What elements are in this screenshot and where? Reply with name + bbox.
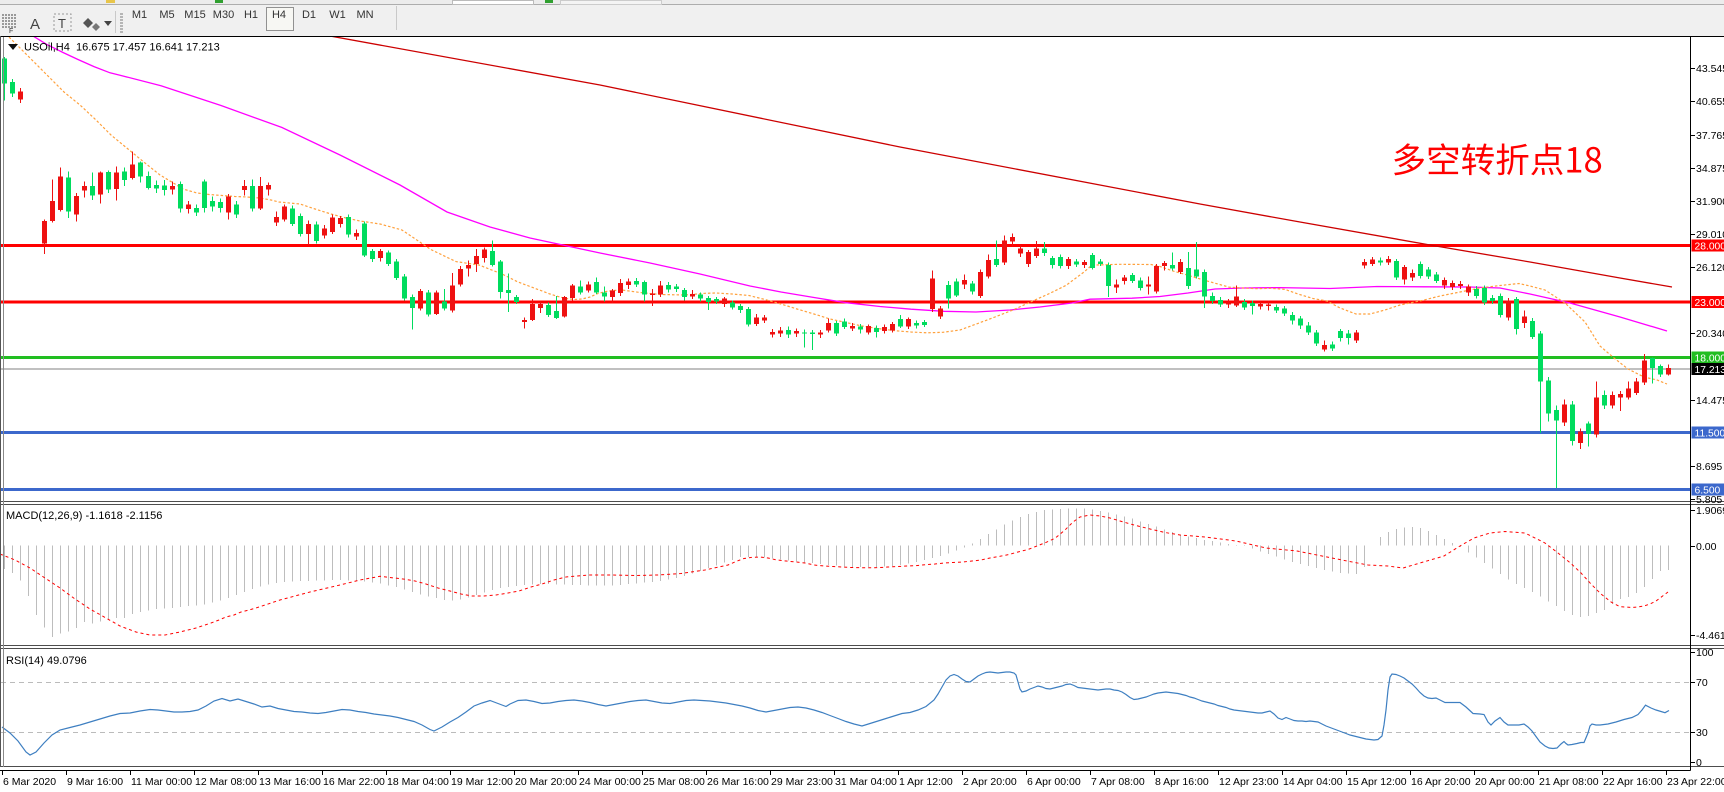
svg-text:29.010: 29.010 bbox=[1696, 229, 1724, 241]
svg-text:12 Apr 23:00: 12 Apr 23:00 bbox=[1219, 776, 1279, 788]
svg-text:A: A bbox=[30, 16, 40, 33]
svg-text:37.765: 37.765 bbox=[1696, 130, 1724, 142]
svg-text:1 Apr 12:00: 1 Apr 12:00 bbox=[899, 776, 953, 788]
svg-text:9 Mar 16:00: 9 Mar 16:00 bbox=[67, 776, 123, 788]
svg-text:1.9069: 1.9069 bbox=[1696, 505, 1724, 517]
svg-text:0.00: 0.00 bbox=[1696, 541, 1717, 553]
svg-text:34.875: 34.875 bbox=[1696, 163, 1724, 175]
svg-text:-4.4614: -4.4614 bbox=[1696, 630, 1724, 642]
svg-text:14.475: 14.475 bbox=[1696, 395, 1724, 407]
svg-text:23 Apr 22:00: 23 Apr 22:00 bbox=[1667, 776, 1724, 788]
svg-text:20.340: 20.340 bbox=[1696, 328, 1724, 340]
svg-text:19 Mar 12:00: 19 Mar 12:00 bbox=[451, 776, 513, 788]
svg-text:70: 70 bbox=[1696, 677, 1708, 689]
svg-text:31.900: 31.900 bbox=[1696, 196, 1724, 208]
svg-text:17.213: 17.213 bbox=[1695, 365, 1724, 376]
svg-text:11 Mar 00:00: 11 Mar 00:00 bbox=[131, 776, 192, 788]
svg-text:2 Apr 20:00: 2 Apr 20:00 bbox=[963, 776, 1017, 788]
svg-text:6 Mar 2020: 6 Mar 2020 bbox=[3, 776, 56, 788]
svg-text:26.120: 26.120 bbox=[1696, 262, 1724, 274]
svg-text:13 Mar 16:00: 13 Mar 16:00 bbox=[259, 776, 321, 788]
svg-text:40.655: 40.655 bbox=[1696, 96, 1724, 108]
svg-text:F: F bbox=[9, 28, 13, 35]
svg-text:18 Mar 04:00: 18 Mar 04:00 bbox=[387, 776, 449, 788]
svg-text:11.500: 11.500 bbox=[1695, 429, 1724, 440]
svg-text:43.545: 43.545 bbox=[1696, 63, 1724, 75]
svg-text:12 Mar 08:00: 12 Mar 08:00 bbox=[195, 776, 257, 788]
svg-text:18.000: 18.000 bbox=[1695, 354, 1724, 365]
svg-text:16 Apr 20:00: 16 Apr 20:00 bbox=[1411, 776, 1471, 788]
svg-text:6 Apr 00:00: 6 Apr 00:00 bbox=[1027, 776, 1081, 788]
svg-text:RSI(14) 49.0796: RSI(14) 49.0796 bbox=[6, 655, 87, 667]
svg-text:26 Mar 16:00: 26 Mar 16:00 bbox=[707, 776, 769, 788]
svg-text:22 Apr 16:00: 22 Apr 16:00 bbox=[1603, 776, 1663, 788]
svg-text:23.000: 23.000 bbox=[1695, 298, 1724, 309]
svg-text:0: 0 bbox=[1696, 757, 1702, 769]
svg-text:25 Mar 08:00: 25 Mar 08:00 bbox=[643, 776, 705, 788]
svg-text:5.805: 5.805 bbox=[1696, 494, 1722, 506]
svg-text:20 Mar 20:00: 20 Mar 20:00 bbox=[515, 776, 577, 788]
svg-text:24 Mar 00:00: 24 Mar 00:00 bbox=[579, 776, 641, 788]
svg-text:8.695: 8.695 bbox=[1696, 461, 1722, 473]
svg-text:21 Apr 08:00: 21 Apr 08:00 bbox=[1539, 776, 1599, 788]
svg-text:MACD(12,26,9) -1.1618 -2.1156: MACD(12,26,9) -1.1618 -2.1156 bbox=[6, 510, 162, 522]
svg-text:100: 100 bbox=[1696, 647, 1714, 659]
svg-text:16 Mar 22:00: 16 Mar 22:00 bbox=[323, 776, 385, 788]
svg-text:8 Apr 16:00: 8 Apr 16:00 bbox=[1155, 776, 1209, 788]
svg-text:30: 30 bbox=[1696, 727, 1708, 739]
svg-text:29 Mar 23:00: 29 Mar 23:00 bbox=[771, 776, 833, 788]
svg-text:31 Mar 04:00: 31 Mar 04:00 bbox=[835, 776, 897, 788]
svg-text:15 Apr 12:00: 15 Apr 12:00 bbox=[1347, 776, 1407, 788]
svg-text:20 Apr 00:00: 20 Apr 00:00 bbox=[1475, 776, 1535, 788]
svg-text:T: T bbox=[58, 16, 66, 31]
svg-text:28.000: 28.000 bbox=[1695, 242, 1724, 253]
svg-text:USOil,H4 16.675 17.457 16.641: USOil,H4 16.675 17.457 16.641 17.213 bbox=[24, 42, 220, 54]
svg-text:6.500: 6.500 bbox=[1695, 486, 1721, 497]
svg-text:7 Apr 08:00: 7 Apr 08:00 bbox=[1091, 776, 1145, 788]
svg-text:14 Apr 04:00: 14 Apr 04:00 bbox=[1283, 776, 1343, 788]
